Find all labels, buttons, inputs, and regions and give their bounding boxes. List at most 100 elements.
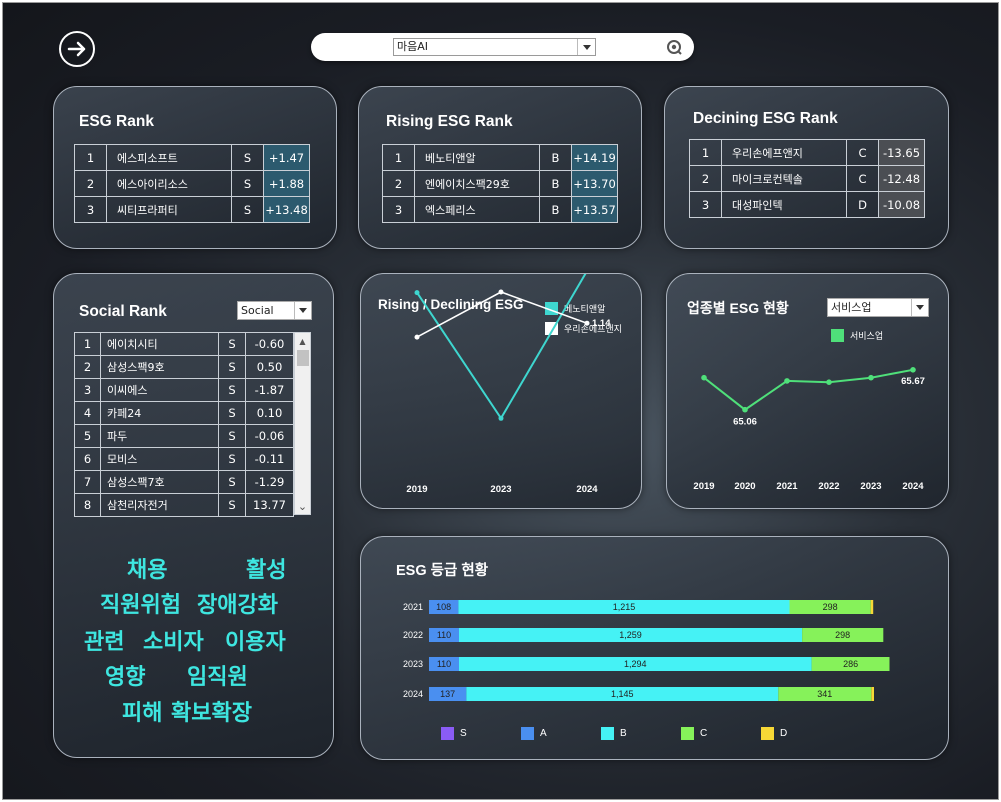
grade-cell: S	[218, 332, 246, 356]
esg-grade-chart-card: ESG 등급 현황 2021 108 1,215 298 2022 110 1,259 298…	[360, 536, 949, 760]
data-point	[826, 379, 832, 385]
scroll-up-arrow[interactable]: ▲	[299, 336, 306, 346]
bar-value-label: 137	[440, 689, 455, 699]
value-cell: -1.87	[245, 378, 294, 402]
rank-cell: 2	[689, 165, 722, 192]
table-row[interactable]: 4 카페24 S 0.10	[74, 401, 294, 425]
scroll-down-arrow[interactable]: ⌄	[297, 499, 308, 513]
rising-declining-line-chart: 20192023202410.271.14	[406, 274, 611, 495]
company-name-cell: 삼천리자전거	[100, 493, 219, 517]
chevron-down-icon[interactable]	[294, 302, 311, 319]
company-select[interactable]: 마음AI	[393, 38, 596, 56]
table-row[interactable]: 7 삼성스팩7호 S -1.29	[74, 470, 294, 494]
table-row[interactable]: 3 대성파인텍 D -10.08	[689, 191, 925, 218]
bar-segment	[789, 600, 871, 614]
value-cell: -13.65	[878, 139, 925, 166]
rank-cell: 3	[382, 196, 415, 223]
company-name-cell: 베노티앤알	[414, 144, 540, 171]
company-name-cell: 엑스페리스	[414, 196, 540, 223]
grade-cell: S	[218, 378, 246, 402]
word-cloud-word: 피해	[122, 701, 163, 726]
grade-cell: S	[218, 493, 246, 517]
data-point	[414, 290, 420, 296]
chevron-down-icon[interactable]	[911, 299, 928, 316]
industry-select[interactable]: 서비스업	[827, 298, 929, 317]
word-cloud-word: 관련	[84, 630, 125, 655]
x-tick-label: 2023	[860, 481, 881, 492]
grade-cell: C	[846, 139, 879, 166]
grade-cell: S	[218, 447, 246, 471]
chevron-down-icon[interactable]	[577, 39, 595, 55]
scroll-thumb[interactable]	[297, 350, 309, 366]
x-tick-label: 2024	[576, 484, 598, 495]
table-row[interactable]: 3 씨티프라퍼티 S +13.48	[74, 196, 310, 223]
social-category-value: Social	[241, 304, 274, 317]
bar-value-label: 1,145	[611, 689, 634, 699]
word-cloud-word: 소비자	[143, 630, 204, 655]
company-name-cell: 파두	[100, 424, 219, 448]
bar-value-label: 1,259	[619, 630, 642, 640]
table-row[interactable]: 8 삼천리자전거 S 13.77	[74, 493, 294, 517]
grade-cell: D	[846, 191, 879, 218]
bar-segment	[778, 687, 872, 701]
value-cell: 0.50	[245, 355, 294, 379]
chart-title: 업종별 ESG 현황	[687, 300, 789, 316]
x-tick-label: 2022	[818, 481, 839, 492]
legend-item: A	[521, 727, 547, 740]
data-point	[784, 378, 790, 384]
rank-cell: 3	[74, 378, 101, 402]
table-row[interactable]: 3 이씨에스 S -1.87	[74, 378, 294, 402]
declining-esg-rank-card: Decining ESG Rank 1 우리손에프앤지 C -13.65 2 마…	[664, 86, 949, 249]
bar-value-label: 110	[437, 659, 451, 669]
table-row[interactable]: 1 에이치시티 S -0.60	[74, 332, 294, 356]
table-row[interactable]: 2 엔에이치스팩29호 B +13.70	[382, 170, 618, 197]
table-row[interactable]: 3 엑스페리스 B +13.57	[382, 196, 618, 223]
company-name-cell: 삼성스팩7호	[100, 470, 219, 494]
table-row[interactable]: 5 파두 S -0.06	[74, 424, 294, 448]
legend-label: C	[700, 728, 708, 739]
data-point	[498, 289, 504, 295]
value-cell: -0.11	[245, 447, 294, 471]
grade-cell: S	[231, 170, 264, 197]
company-name-cell: 삼성스팩9호	[100, 355, 219, 379]
table-row[interactable]: 2 삼성스팩9호 S 0.50	[74, 355, 294, 379]
company-name-cell: 우리손에프앤지	[721, 139, 847, 166]
value-cell: 13.77	[245, 493, 294, 517]
company-name-cell: 씨티프라퍼티	[106, 196, 232, 223]
declining-rank-table: 1 우리손에프앤지 C -13.65 2 마이크로컨텍솔 C -12.48 3 …	[689, 139, 925, 218]
search-icon[interactable]	[665, 38, 683, 56]
rising-esg-rank-card: Rising ESG Rank 1 베노티앤알 B +14.19 2 엔에이치스…	[358, 86, 642, 249]
bar-segment	[870, 600, 874, 614]
table-row[interactable]: 1 에스피소프트 S +1.47	[74, 144, 310, 171]
grade-cell: B	[539, 170, 572, 197]
word-cloud-word: 영향	[105, 665, 146, 690]
grade-cell: S	[218, 401, 246, 425]
rank-cell: 1	[74, 144, 107, 171]
x-tick-label: 2024	[902, 481, 924, 492]
value-cell: +13.48	[263, 196, 310, 223]
social-table-scrollbar[interactable]: ▲ ⌄	[294, 332, 311, 515]
series-line	[703, 368, 914, 411]
company-name-cell: 모비스	[100, 447, 219, 471]
back-arrow-button[interactable]	[59, 31, 95, 67]
value-cell: 0.10	[245, 401, 294, 425]
table-row[interactable]: 1 베노티앤알 B +14.19	[382, 144, 618, 171]
social-category-select[interactable]: Social	[237, 301, 312, 320]
word-cloud-word: 채용	[127, 558, 168, 583]
table-row[interactable]: 2 마이크로컨텍솔 C -12.48	[689, 165, 925, 192]
company-name-cell: 마이크로컨텍솔	[721, 165, 847, 192]
grade-cell: S	[218, 355, 246, 379]
table-row[interactable]: 6 모비스 S -0.11	[74, 447, 294, 471]
card-title: ESG Rank	[79, 113, 154, 130]
table-row[interactable]: 1 우리손에프앤지 C -13.65	[689, 139, 925, 166]
legend-label: S	[460, 728, 467, 739]
table-row[interactable]: 2 에스아이리소스 S +1.88	[74, 170, 310, 197]
value-cell: +1.88	[263, 170, 310, 197]
rank-cell: 5	[74, 424, 101, 448]
esg-rank-card: ESG Rank 1 에스피소프트 S +1.47 2 에스아이리소스 S +1…	[53, 86, 337, 249]
company-name-cell: 에이치시티	[100, 332, 219, 356]
word-cloud-word: 활성	[246, 558, 287, 583]
company-name-cell: 이씨에스	[100, 378, 219, 402]
